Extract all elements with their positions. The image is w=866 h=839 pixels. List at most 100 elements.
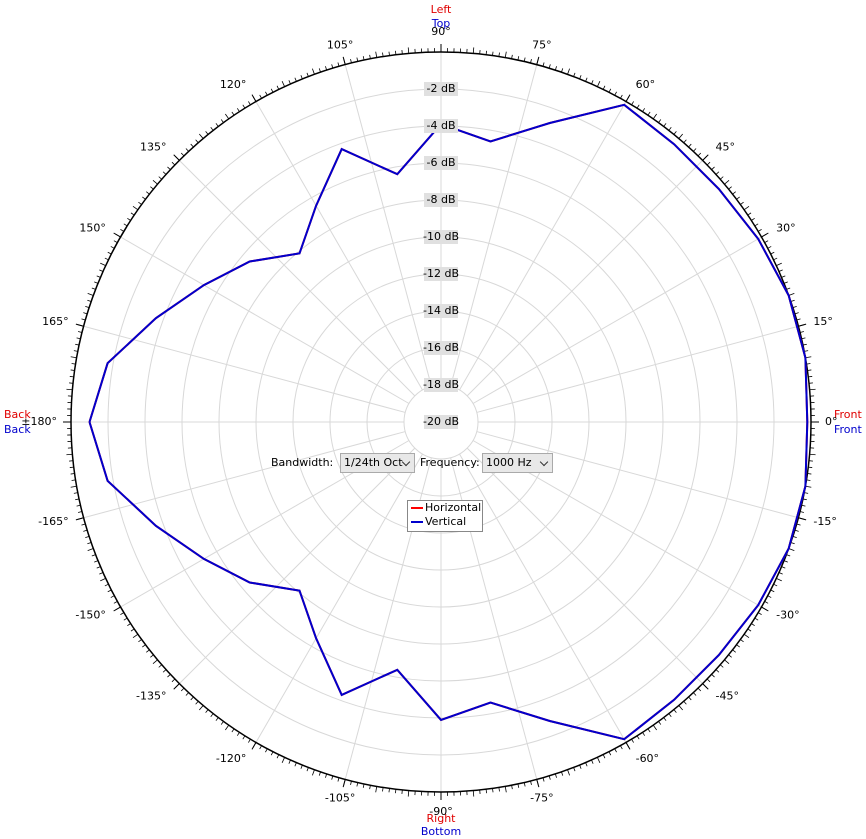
minor-tick bbox=[554, 773, 557, 778]
minor-tick bbox=[146, 191, 150, 195]
minor-tick bbox=[150, 654, 154, 658]
grid-spoke bbox=[466, 160, 703, 397]
minor-tick bbox=[530, 59, 532, 64]
minor-tick bbox=[764, 240, 769, 243]
minor-tick bbox=[597, 757, 601, 763]
angle-label: 90° bbox=[431, 25, 451, 38]
angle-label: 105° bbox=[327, 38, 354, 51]
minor-tick bbox=[104, 583, 109, 587]
minor-tick bbox=[99, 572, 104, 575]
minor-tick bbox=[719, 664, 724, 668]
minor-tick bbox=[343, 58, 346, 65]
minor-tick bbox=[764, 601, 769, 604]
minor-tick bbox=[306, 767, 309, 772]
minor-tick bbox=[799, 331, 804, 333]
minor-tick bbox=[706, 678, 711, 683]
minor-tick bbox=[702, 155, 708, 161]
minor-tick bbox=[132, 206, 139, 211]
minor-tick bbox=[270, 88, 274, 93]
minor-tick bbox=[110, 246, 115, 249]
minor-tick bbox=[732, 649, 736, 653]
grid-spoke bbox=[476, 325, 799, 413]
minor-tick bbox=[242, 735, 246, 740]
label-box bbox=[424, 267, 458, 281]
minor-tick bbox=[236, 108, 240, 112]
minor-tick bbox=[94, 281, 99, 284]
minor-tick bbox=[225, 724, 230, 731]
direction-label: Top bbox=[431, 17, 451, 30]
label-box bbox=[424, 378, 458, 392]
minor-tick bbox=[375, 786, 378, 793]
minor-tick bbox=[702, 683, 708, 689]
angle-label: -105° bbox=[325, 792, 355, 805]
minor-tick bbox=[259, 745, 262, 750]
minor-tick bbox=[683, 139, 687, 144]
minor-tick bbox=[511, 785, 513, 790]
minor-tick bbox=[652, 113, 657, 120]
minor-tick bbox=[683, 700, 687, 705]
minor-tick bbox=[99, 269, 104, 272]
minor-tick bbox=[199, 705, 204, 711]
minor-tick bbox=[688, 696, 692, 701]
minor-tick bbox=[688, 143, 692, 148]
minor-tick bbox=[265, 91, 268, 96]
label-box bbox=[424, 119, 458, 133]
minor-tick bbox=[152, 180, 158, 185]
minor-tick bbox=[757, 612, 762, 615]
minor-tick bbox=[107, 589, 112, 593]
grid-spoke bbox=[83, 325, 406, 413]
label-box bbox=[424, 230, 458, 244]
minor-tick bbox=[658, 721, 662, 725]
minor-tick bbox=[85, 306, 90, 309]
y-tick-label: -10 dB bbox=[423, 230, 459, 243]
minor-tick bbox=[794, 529, 799, 532]
minor-tick bbox=[614, 91, 617, 96]
minor-tick bbox=[663, 717, 667, 721]
minor-tick bbox=[356, 57, 359, 62]
minor-tick bbox=[776, 578, 782, 582]
minor-tick bbox=[647, 111, 651, 116]
minor-tick bbox=[542, 777, 545, 782]
minor-tick bbox=[573, 767, 576, 772]
label-box bbox=[424, 304, 458, 318]
label-box bbox=[424, 156, 458, 170]
angle-label: 135° bbox=[140, 140, 167, 153]
minor-tick bbox=[76, 504, 81, 507]
minor-tick bbox=[350, 780, 352, 785]
angle-label: -45° bbox=[716, 690, 739, 703]
minor-tick bbox=[325, 773, 328, 778]
grid-spoke bbox=[179, 447, 416, 684]
minor-tick bbox=[78, 331, 83, 333]
minor-tick bbox=[754, 617, 759, 621]
minor-tick bbox=[706, 161, 711, 166]
minor-tick bbox=[715, 171, 720, 175]
minor-tick bbox=[171, 678, 176, 683]
minor-tick bbox=[736, 196, 740, 200]
minor-tick bbox=[673, 709, 677, 713]
minor-tick bbox=[786, 554, 791, 557]
minor-tick bbox=[350, 59, 352, 64]
minor-tick bbox=[87, 299, 92, 302]
minor-tick bbox=[210, 127, 214, 131]
minor-tick bbox=[407, 47, 410, 54]
minor-tick bbox=[83, 312, 88, 315]
minor-tick bbox=[362, 783, 365, 788]
minor-tick bbox=[215, 123, 219, 127]
minor-tick bbox=[579, 75, 582, 80]
minor-tick bbox=[804, 350, 809, 352]
bandwidth-select[interactable]: 1/24th Oct bbox=[340, 453, 415, 473]
minor-tick bbox=[530, 780, 532, 785]
direction-label: Front bbox=[834, 423, 863, 436]
minor-tick bbox=[81, 523, 86, 526]
minor-tick bbox=[517, 783, 520, 788]
minor-tick bbox=[270, 751, 274, 756]
angle-label: -135° bbox=[136, 690, 166, 703]
minor-tick bbox=[73, 492, 78, 494]
minor-tick bbox=[288, 759, 291, 764]
minor-tick bbox=[407, 790, 410, 797]
frequency-select[interactable]: 1000 Hz bbox=[482, 453, 553, 473]
label-box bbox=[424, 415, 458, 429]
minor-tick bbox=[195, 700, 199, 705]
minor-tick bbox=[770, 589, 775, 593]
angle-label: 165° bbox=[42, 315, 69, 328]
